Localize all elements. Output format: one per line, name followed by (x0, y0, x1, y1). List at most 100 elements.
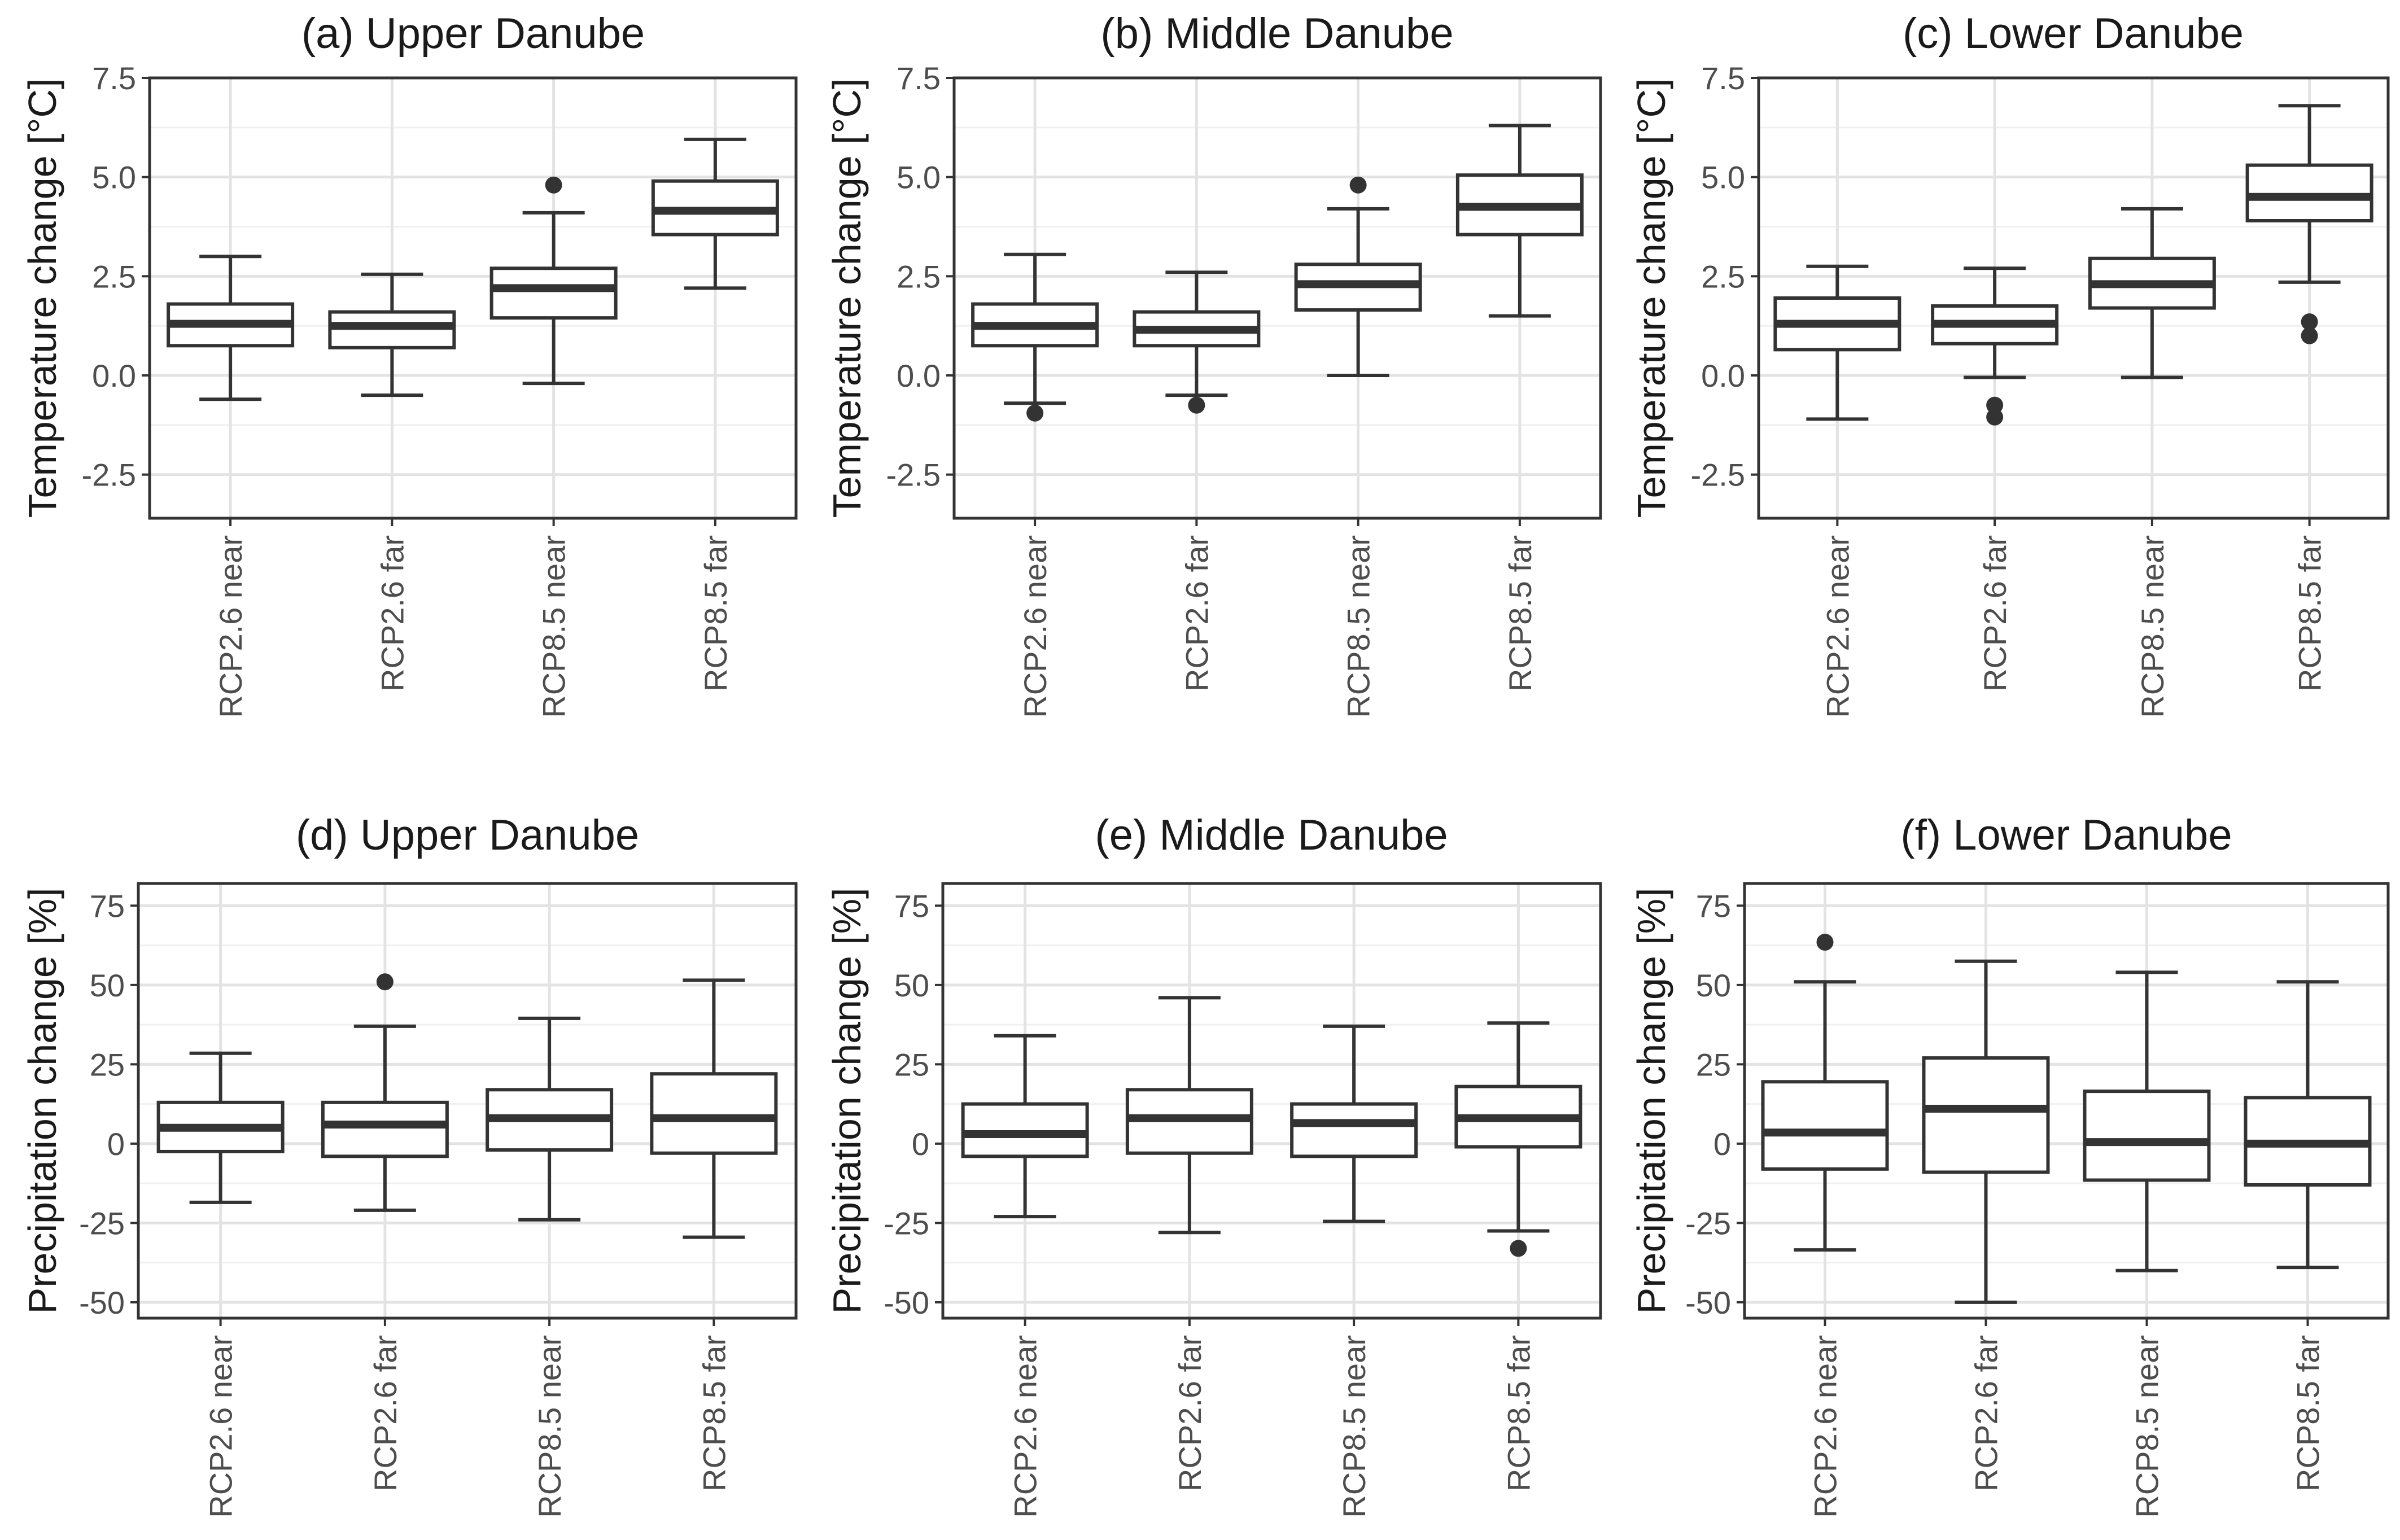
box-3 (1290, 1024, 1418, 1223)
outlier-point (545, 176, 562, 194)
outlier-point (1026, 404, 1044, 422)
x-tick-label: RCP2.6 far (1172, 1335, 1208, 1491)
box-iqr (489, 266, 618, 320)
box-iqr (961, 1102, 1089, 1158)
box-iqr (328, 310, 456, 349)
plot-border (1743, 882, 2390, 1320)
y-tick-label: 75 (1696, 888, 1731, 924)
y-tick-label: 2.5 (92, 259, 136, 294)
y-tick-label: 2.5 (1701, 259, 1745, 294)
box-2 (328, 272, 456, 397)
y-tick-label: 0 (107, 1126, 125, 1162)
y-tick-label: -2.5 (1691, 457, 1746, 493)
panel-d: -50 -25 0 25 50 75 RCP2.6 near RCP2.6 far RCP8.5… (20, 811, 798, 1518)
panel-b: -2.5 0.0 2.5 5.0 7.5 RCP2.6 near RCP2.6 far RCP… (825, 10, 1602, 718)
x-tick-label: RCP8.5 far (698, 535, 733, 692)
x-tick-label: RCP8.5 near (2130, 1335, 2165, 1518)
y-axis-title: Temperature change [°C] (20, 78, 64, 518)
box-2 (1133, 270, 1261, 414)
outlier-point (1349, 176, 1367, 194)
y-tick-label: -25 (1685, 1205, 1731, 1241)
panel-a: -2.5 0.0 2.5 5.0 7.5 RCP2.6 near RCP2.6 far RCP… (20, 10, 798, 718)
panel-e: -50 -25 0 25 50 75 RCP2.6 near RCP2.6 far RCP8.5… (825, 811, 1602, 1518)
box-3 (2083, 970, 2211, 1272)
box-iqr (1761, 1080, 1889, 1171)
y-tick-label: 50 (1696, 968, 1731, 1003)
x-tick-label: RCP8.5 far (1502, 535, 1538, 692)
box-1 (971, 252, 1099, 422)
outlier-point (1986, 408, 2004, 426)
box-1 (167, 255, 295, 401)
plot-border (941, 882, 1602, 1320)
outlier-point (2301, 327, 2318, 344)
y-tick-label: 0 (912, 1126, 929, 1162)
box-1 (156, 1051, 285, 1204)
box-4 (2244, 980, 2372, 1270)
x-tick-label: RCP2.6 far (374, 535, 410, 692)
y-axis-title: Precipitation change [%] (1629, 888, 1673, 1314)
box-4 (1455, 124, 1584, 318)
y-tick-label: 25 (1696, 1047, 1731, 1082)
x-tick-label: RCP8.5 near (532, 1335, 567, 1518)
y-tick-label: -50 (79, 1285, 125, 1320)
y-tick-label: 5.0 (897, 160, 941, 195)
panel-title: (b) Middle Danube (1100, 10, 1453, 58)
x-tick-label: RCP2.6 near (213, 535, 248, 718)
panel-title: (e) Middle Danube (1095, 811, 1448, 859)
y-tick-label: 7.5 (1701, 60, 1745, 96)
y-tick-label: -50 (1685, 1285, 1731, 1320)
x-tick-label: RCP8.5 near (2135, 535, 2170, 718)
x-tick-label: RCP8.5 near (1336, 1335, 1372, 1518)
plot-border (952, 76, 1602, 520)
y-tick-label: 0 (1713, 1126, 1731, 1162)
y-tick-label: -25 (884, 1205, 929, 1241)
outlier-point (2301, 313, 2318, 331)
x-tick-label: RCP2.6 near (1008, 1335, 1043, 1518)
box-2 (321, 973, 449, 1212)
box-iqr (2245, 163, 2373, 222)
y-tick-label: -2.5 (82, 457, 137, 493)
x-tick-label: RCP2.6 far (1179, 535, 1214, 692)
box-2 (1922, 959, 2050, 1304)
box-3 (486, 1016, 614, 1222)
y-tick-label: 25 (894, 1047, 929, 1082)
y-tick-label: 75 (90, 888, 125, 924)
y-tick-label: 0.0 (897, 358, 941, 393)
x-tick-label: RCP2.6 far (1977, 535, 2013, 692)
y-axis-title: Precipitation change [%] (20, 888, 64, 1314)
plot-background (954, 78, 1601, 518)
box-2 (1125, 996, 1253, 1235)
outlier-point (1816, 933, 1834, 951)
x-tick-label: RCP2.6 near (1820, 535, 1855, 718)
y-tick-label: 0.0 (1701, 358, 1745, 393)
outlier-point (1188, 396, 1205, 414)
y-tick-label: 7.5 (92, 60, 136, 96)
plot-border (1757, 76, 2390, 520)
y-tick-label: -25 (79, 1205, 125, 1241)
box-iqr (2083, 1090, 2211, 1182)
outlier-point (376, 973, 394, 991)
box-iqr (1290, 1102, 1418, 1158)
box-1 (1761, 933, 1889, 1252)
x-tick-label: RCP8.5 far (2292, 535, 2328, 692)
box-2 (1931, 266, 2059, 426)
x-tick-label: RCP8.5 near (1341, 535, 1376, 718)
y-tick-label: 50 (894, 968, 929, 1003)
y-tick-label: 5.0 (92, 160, 136, 195)
box-3 (489, 176, 618, 386)
panel-title: (d) Upper Danube (296, 811, 639, 859)
y-axis-title: Temperature change [°C] (1629, 78, 1673, 518)
x-tick-label: RCP8.5 far (2290, 1335, 2326, 1491)
box-4 (650, 978, 778, 1239)
outlier-point (1986, 396, 2004, 414)
y-axis-title: Precipitation change [%] (825, 888, 869, 1314)
y-tick-label: 2.5 (897, 259, 941, 294)
x-tick-label: RCP8.5 far (1501, 1335, 1536, 1491)
x-tick-label: RCP2.6 near (1808, 1335, 1843, 1518)
y-tick-label: 25 (90, 1047, 125, 1082)
panel-title: (f) Lower Danube (1900, 811, 2232, 859)
box-iqr (1922, 1056, 2050, 1174)
plot-border (148, 76, 798, 520)
x-tick-label: RCP2.6 near (1017, 535, 1053, 718)
